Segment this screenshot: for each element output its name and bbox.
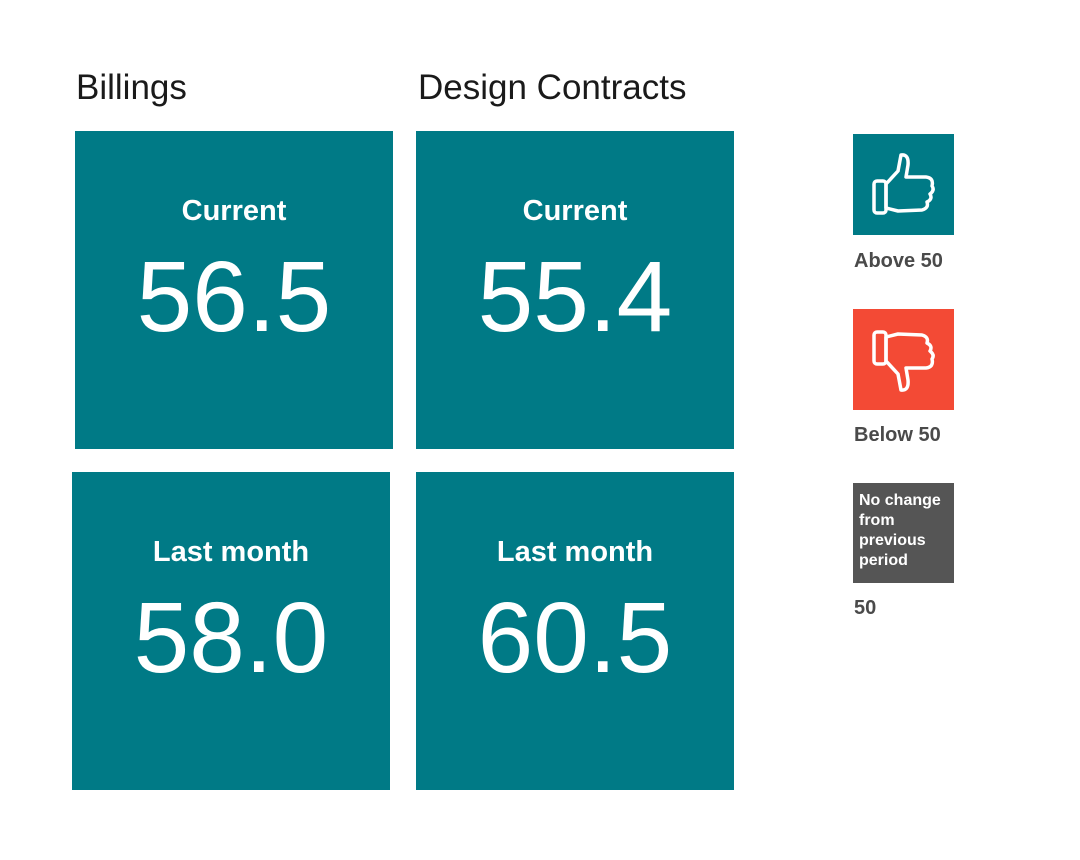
- neutral-legend-label: 50: [854, 597, 877, 619]
- above-legend-label: Above 50: [854, 250, 943, 272]
- tile-label: Last month: [496, 536, 654, 568]
- billings-last-month-tile: Last month 58.0: [72, 472, 390, 790]
- tile-value: 60.5: [477, 582, 673, 694]
- design-contracts-last-month-tile: Last month 60.5: [416, 472, 734, 790]
- tile-label: Current: [522, 195, 628, 227]
- tile-label: Current: [181, 195, 287, 227]
- neutral-legend-swatch: No change from previous period: [853, 483, 954, 583]
- design-contracts-current-tile: Current 55.4: [416, 131, 734, 449]
- design-contracts-title: Design Contracts: [418, 68, 687, 107]
- thumbs-up-icon: [871, 152, 935, 215]
- billings-current-tile: Current 56.5: [75, 131, 393, 449]
- below-legend-swatch: [853, 309, 954, 410]
- billings-title: Billings: [76, 68, 187, 107]
- tile-value: 56.5: [136, 241, 332, 353]
- tile-label: Last month: [152, 536, 310, 568]
- below-legend-label: Below 50: [854, 424, 941, 446]
- above-legend-swatch: [853, 134, 954, 235]
- tile-value: 58.0: [133, 582, 329, 694]
- tile-value: 55.4: [477, 241, 673, 353]
- thumbs-down-icon: [871, 329, 935, 392]
